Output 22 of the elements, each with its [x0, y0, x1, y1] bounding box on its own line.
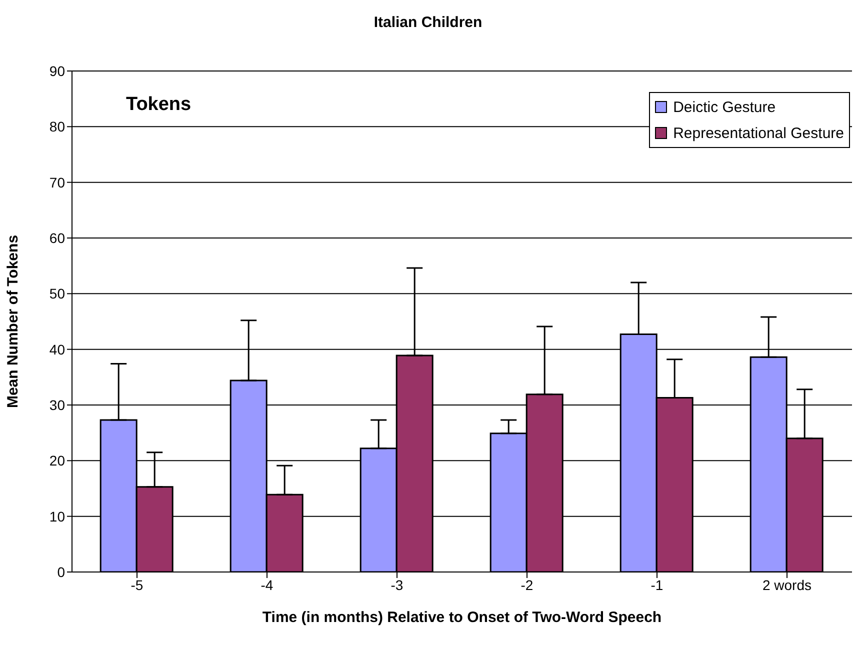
- legend-label: Representational Gesture: [673, 124, 844, 142]
- x-tick-label: -4: [260, 576, 274, 593]
- x-tick-label: 2 words: [762, 576, 812, 593]
- y-tick-label: 80: [49, 118, 66, 135]
- y-tick-label: 50: [49, 286, 66, 302]
- y-tick-label: 60: [49, 230, 66, 246]
- chart-title: Italian Children: [372, 14, 484, 31]
- y-tick-label: 90: [49, 62, 66, 79]
- annotation: Tokens: [126, 94, 192, 116]
- legend-label: Deictic Gesture: [673, 98, 776, 116]
- y-axis-title: Mean Number of Tokens: [4, 234, 22, 408]
- x-tick-label: -1: [650, 576, 664, 593]
- x-axis-title: Time (in months) Relative to Onset of Two-Word Speech: [262, 609, 662, 626]
- x-tick-label: -3: [390, 576, 404, 593]
- x-tick-label: -5: [130, 576, 144, 593]
- y-tick-label: 0: [57, 564, 66, 580]
- y-tick-label: 20: [49, 452, 66, 469]
- y-tick-label: 30: [49, 396, 66, 413]
- x-tick-label: -2: [520, 576, 534, 593]
- y-tick-label: 70: [49, 174, 66, 190]
- y-tick-label: 40: [49, 341, 66, 358]
- y-tick-label: 10: [49, 508, 66, 524]
